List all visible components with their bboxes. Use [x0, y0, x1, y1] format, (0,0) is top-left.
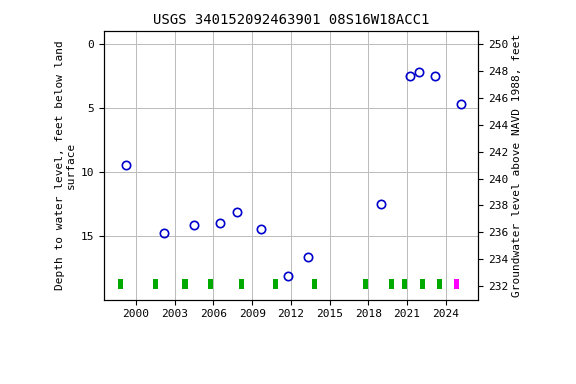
Bar: [402, 279, 407, 289]
Bar: [437, 279, 442, 289]
Bar: [389, 279, 394, 289]
Bar: [363, 279, 368, 289]
Y-axis label: Depth to water level, feet below land
surface: Depth to water level, feet below land su…: [55, 40, 76, 290]
Bar: [453, 279, 458, 289]
Bar: [209, 279, 214, 289]
Bar: [239, 279, 244, 289]
Bar: [153, 279, 158, 289]
Bar: [273, 279, 278, 289]
Bar: [183, 279, 188, 289]
Bar: [118, 279, 123, 289]
Y-axis label: Groundwater level above NAVD 1988, feet: Groundwater level above NAVD 1988, feet: [512, 33, 522, 297]
Bar: [312, 279, 317, 289]
Title: USGS 340152092463901 08S16W18ACC1: USGS 340152092463901 08S16W18ACC1: [153, 13, 429, 27]
Bar: [420, 279, 425, 289]
